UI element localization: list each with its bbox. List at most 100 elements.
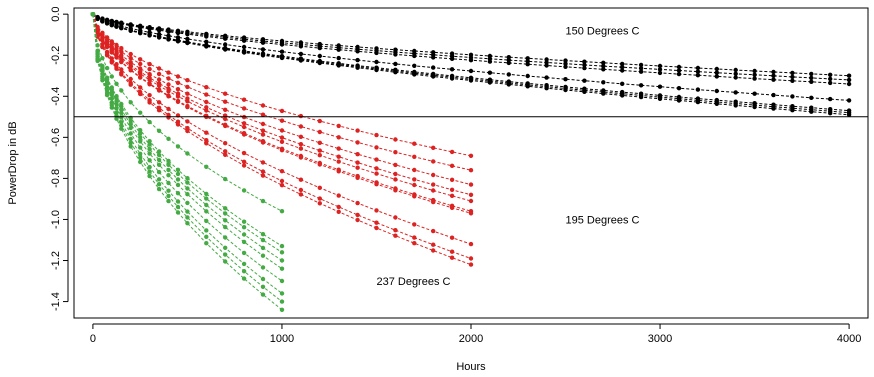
y-tick-label: 0.0 [50,7,62,22]
data-point [336,154,341,159]
data-point [114,42,119,48]
series-2-0 [90,12,285,214]
data-point [525,73,530,79]
data-point [241,163,247,168]
data-point [223,206,228,211]
data-point [449,56,455,61]
data-point [336,169,341,174]
data-point [147,164,152,170]
data-point [355,212,360,218]
y-tick-label: -1.4 [50,292,62,311]
data-point [223,218,228,223]
data-point [676,98,682,103]
data-point [317,153,322,158]
data-point [185,192,190,197]
data-point [119,126,124,131]
data-point [156,149,162,154]
data-point [166,158,171,164]
data-point [336,204,341,210]
data-point [657,96,663,102]
data-point [104,21,110,26]
y-tick-label: -0.6 [50,128,62,147]
data-point [204,130,209,135]
x-tick-label: 2000 [459,333,483,345]
data-point [468,256,474,261]
data-point [809,95,814,101]
data-point [695,99,701,105]
data-point [601,91,606,96]
data-point [223,259,228,264]
y-tick-label: -0.8 [50,169,62,188]
data-point [166,188,171,193]
data-point [525,84,530,89]
data-point [468,182,474,187]
data-point [298,142,304,147]
data-point [412,63,417,68]
data-point [119,115,124,120]
data-point [175,204,181,210]
data-point [846,73,852,78]
data-point [204,202,209,208]
x-axis-label: Hours [456,361,486,373]
data-point [241,232,247,237]
data-point [601,67,606,72]
data-point [846,81,852,87]
data-point [128,82,133,87]
data-point [279,291,285,296]
data-point [156,128,162,133]
data-point [468,153,474,158]
x-tick-label: 1000 [270,333,294,345]
data-point [449,76,455,81]
data-point [355,140,360,145]
data-point [695,87,701,92]
data-point [412,182,417,188]
data-point [487,70,493,75]
data-point [279,108,285,114]
data-point [431,172,436,178]
data-point [241,250,247,256]
data-point [147,33,152,38]
data-point [119,59,124,65]
data-point [431,199,436,205]
series-1-0 [90,12,474,158]
annotation-label: 237 Degrees C [376,276,450,288]
data-point [185,84,190,90]
data-point [355,65,360,70]
data-point [185,221,190,226]
data-point [166,76,171,81]
data-point [374,50,379,56]
data-point [128,76,133,82]
data-point [138,25,143,30]
data-point [279,209,285,214]
data-point [582,59,587,64]
data-point [119,104,124,109]
y-axis-label: PowerDrop in dB [7,121,19,204]
data-point [355,152,360,157]
data-point [114,66,119,71]
data-point [90,12,96,17]
data-point [223,176,228,182]
data-point [104,92,110,98]
data-point [156,66,162,71]
data-point [374,225,379,231]
data-point [241,261,247,267]
data-point [601,60,606,65]
data-point [156,177,162,182]
data-point [714,101,719,107]
data-point [733,67,738,73]
data-point [223,123,228,129]
data-point [156,83,162,89]
data-point [317,201,322,206]
data-point [100,56,105,61]
data-point [771,73,776,79]
data-point [204,141,209,146]
data-point [393,177,398,182]
data-point [223,36,228,41]
data-point [298,192,304,197]
data-point [412,53,417,59]
data-point [204,196,209,201]
data-point [185,209,190,214]
data-point [166,115,171,120]
data-point [733,90,738,95]
data-point [431,188,436,193]
